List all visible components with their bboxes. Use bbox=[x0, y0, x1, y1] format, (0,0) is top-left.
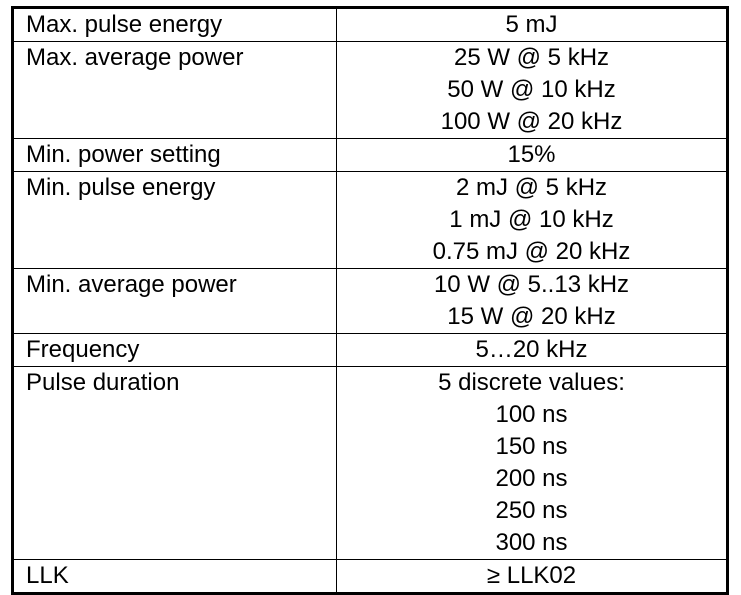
value-text: 1 mJ @ 10 kHz bbox=[341, 204, 722, 236]
spec-table-container: Max. pulse energy 5 mJ Max. average powe… bbox=[11, 6, 729, 595]
label-text: Max. pulse energy bbox=[26, 9, 328, 41]
value-text: 150 ns bbox=[341, 431, 722, 463]
value-text: 0.75 mJ @ 20 kHz bbox=[341, 236, 722, 268]
spec-label: LLK bbox=[14, 560, 337, 593]
label-text: LLK bbox=[26, 560, 328, 592]
table-row: LLK ≥ LLK02 bbox=[14, 560, 727, 593]
value-text: 5 discrete values: bbox=[341, 367, 722, 399]
spec-table: Max. pulse energy 5 mJ Max. average powe… bbox=[13, 8, 727, 593]
label-text: Frequency bbox=[26, 334, 328, 366]
spec-value: 5…20 kHz bbox=[337, 334, 727, 367]
spec-label: Min. power setting bbox=[14, 139, 337, 172]
table-row: Frequency 5…20 kHz bbox=[14, 334, 727, 367]
value-text: 15 W @ 20 kHz bbox=[341, 301, 722, 333]
spec-label: Min. average power bbox=[14, 269, 337, 334]
spec-value: 15% bbox=[337, 139, 727, 172]
value-text: 300 ns bbox=[341, 527, 722, 559]
table-row: Max. pulse energy 5 mJ bbox=[14, 9, 727, 42]
table-row: Pulse duration 5 discrete values: 100 ns… bbox=[14, 367, 727, 560]
spec-value: 10 W @ 5..13 kHz 15 W @ 20 kHz bbox=[337, 269, 727, 334]
label-text: Min. power setting bbox=[26, 139, 328, 171]
value-text: 2 mJ @ 5 kHz bbox=[341, 172, 722, 204]
value-text: 100 ns bbox=[341, 399, 722, 431]
value-text: 10 W @ 5..13 kHz bbox=[341, 269, 722, 301]
table-row: Max. average power 25 W @ 5 kHz 50 W @ 1… bbox=[14, 42, 727, 139]
label-text: Min. average power bbox=[26, 269, 328, 301]
spec-label: Max. average power bbox=[14, 42, 337, 139]
label-text: Min. pulse energy bbox=[26, 172, 328, 204]
spec-value: ≥ LLK02 bbox=[337, 560, 727, 593]
spec-value: 2 mJ @ 5 kHz 1 mJ @ 10 kHz 0.75 mJ @ 20 … bbox=[337, 172, 727, 269]
value-text: 25 W @ 5 kHz bbox=[341, 42, 722, 74]
spec-label: Max. pulse energy bbox=[14, 9, 337, 42]
value-text: 100 W @ 20 kHz bbox=[341, 106, 722, 138]
label-text: Max. average power bbox=[26, 42, 328, 74]
value-text: 200 ns bbox=[341, 463, 722, 495]
spec-label: Min. pulse energy bbox=[14, 172, 337, 269]
spec-value: 5 mJ bbox=[337, 9, 727, 42]
table-row: Min. average power 10 W @ 5..13 kHz 15 W… bbox=[14, 269, 727, 334]
spec-label: Frequency bbox=[14, 334, 337, 367]
label-text: Pulse duration bbox=[26, 367, 328, 399]
spec-value: 25 W @ 5 kHz 50 W @ 10 kHz 100 W @ 20 kH… bbox=[337, 42, 727, 139]
table-row: Min. power setting 15% bbox=[14, 139, 727, 172]
value-text: 50 W @ 10 kHz bbox=[341, 74, 722, 106]
value-text: ≥ LLK02 bbox=[341, 560, 722, 592]
value-text: 5…20 kHz bbox=[341, 334, 722, 366]
value-text: 5 mJ bbox=[341, 9, 722, 41]
table-row: Min. pulse energy 2 mJ @ 5 kHz 1 mJ @ 10… bbox=[14, 172, 727, 269]
value-text: 15% bbox=[341, 139, 722, 171]
spec-label: Pulse duration bbox=[14, 367, 337, 560]
spec-value: 5 discrete values: 100 ns 150 ns 200 ns … bbox=[337, 367, 727, 560]
value-text: 250 ns bbox=[341, 495, 722, 527]
